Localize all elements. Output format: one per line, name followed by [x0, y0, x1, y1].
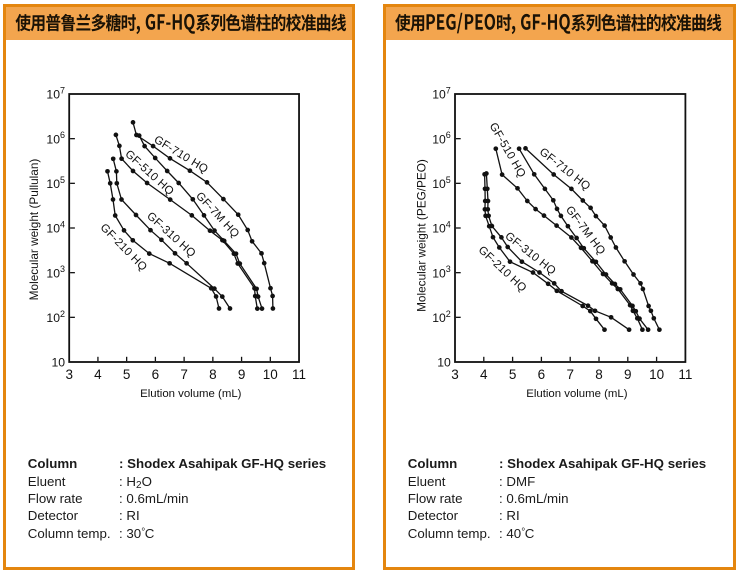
svg-text:Molecular weight (Pullulan): Molecular weight (Pullulan)	[27, 159, 41, 301]
svg-text:10: 10	[51, 356, 65, 370]
svg-text:106: 106	[432, 130, 451, 146]
svg-text:102: 102	[432, 309, 451, 325]
svg-text:10: 10	[437, 356, 451, 370]
svg-text:103: 103	[432, 264, 451, 280]
svg-text:GF-510 HQ: GF-510 HQ	[487, 121, 528, 180]
svg-text:4: 4	[480, 367, 488, 382]
svg-text:107: 107	[432, 86, 451, 102]
svg-text:11: 11	[678, 367, 692, 382]
svg-text:107: 107	[46, 86, 65, 102]
svg-text:103: 103	[46, 264, 65, 280]
svg-text:8: 8	[595, 367, 603, 382]
svg-text:105: 105	[432, 175, 451, 191]
svg-text:9: 9	[238, 367, 246, 382]
svg-text:10: 10	[263, 367, 278, 382]
svg-text:8: 8	[209, 367, 217, 382]
svg-text:GF-710 HQ: GF-710 HQ	[152, 134, 210, 176]
svg-text:106: 106	[46, 130, 65, 146]
svg-text:104: 104	[46, 220, 65, 236]
svg-text:Elution volume (mL): Elution volume (mL)	[140, 388, 241, 400]
svg-text:11: 11	[292, 367, 306, 382]
svg-text:9: 9	[624, 367, 632, 382]
svg-text:3: 3	[451, 367, 459, 382]
svg-text:104: 104	[432, 220, 451, 236]
svg-text:7: 7	[180, 367, 188, 382]
svg-text:Molecular weight (PEG/PEO): Molecular weight (PEG/PEO)	[415, 159, 429, 312]
svg-text:6: 6	[538, 367, 546, 382]
svg-text:6: 6	[152, 367, 160, 382]
svg-text:GF-710 HQ: GF-710 HQ	[537, 146, 593, 193]
svg-text:102: 102	[46, 309, 65, 325]
svg-text:4: 4	[94, 367, 102, 382]
svg-text:3: 3	[65, 367, 73, 382]
svg-text:105: 105	[46, 175, 65, 191]
svg-text:5: 5	[509, 367, 517, 382]
svg-text:10: 10	[649, 367, 664, 382]
svg-text:GF-310 HQ: GF-310 HQ	[144, 210, 197, 260]
svg-text:Elution volume (mL): Elution volume (mL)	[526, 388, 627, 400]
svg-text:5: 5	[123, 367, 131, 382]
svg-text:7: 7	[566, 367, 574, 382]
